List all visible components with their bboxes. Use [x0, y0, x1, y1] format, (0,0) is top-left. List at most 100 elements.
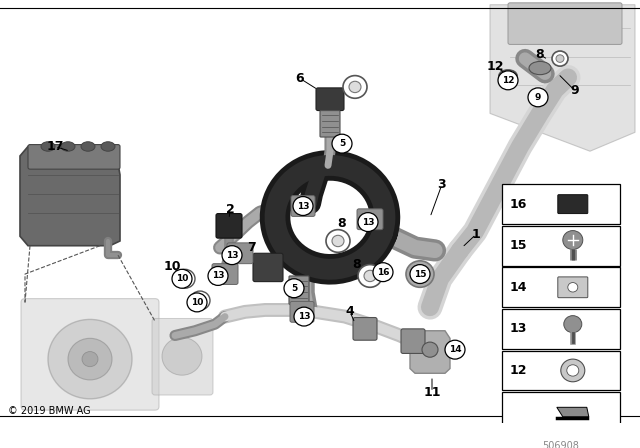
Text: 15: 15	[510, 239, 527, 252]
FancyBboxPatch shape	[401, 329, 425, 353]
Circle shape	[180, 274, 190, 284]
FancyBboxPatch shape	[216, 214, 242, 238]
Text: 12: 12	[502, 76, 515, 85]
Text: 9: 9	[535, 93, 541, 102]
Text: 12: 12	[510, 364, 527, 377]
FancyBboxPatch shape	[558, 195, 588, 214]
Text: © 2019 BMW AG: © 2019 BMW AG	[8, 406, 91, 416]
Ellipse shape	[41, 142, 55, 151]
Text: 14: 14	[449, 345, 461, 354]
FancyBboxPatch shape	[502, 351, 620, 390]
Circle shape	[326, 230, 350, 252]
Text: 16: 16	[510, 198, 527, 211]
Circle shape	[568, 283, 578, 292]
Text: 7: 7	[248, 241, 257, 254]
Text: 8: 8	[353, 258, 362, 271]
Circle shape	[563, 231, 583, 250]
Text: 16: 16	[377, 267, 389, 277]
FancyBboxPatch shape	[502, 267, 620, 307]
Text: 13: 13	[212, 271, 224, 280]
Circle shape	[412, 267, 428, 282]
Polygon shape	[410, 331, 450, 373]
Circle shape	[172, 269, 192, 288]
Text: 9: 9	[571, 84, 579, 97]
Text: 10: 10	[176, 274, 188, 283]
Circle shape	[410, 265, 430, 284]
Ellipse shape	[81, 142, 95, 151]
Circle shape	[162, 337, 202, 375]
FancyBboxPatch shape	[353, 318, 377, 340]
Text: 10: 10	[191, 298, 203, 307]
Text: 5: 5	[339, 139, 345, 148]
Circle shape	[358, 213, 378, 232]
FancyBboxPatch shape	[508, 3, 622, 44]
Circle shape	[561, 359, 585, 382]
Circle shape	[195, 296, 205, 305]
FancyBboxPatch shape	[152, 319, 213, 395]
Circle shape	[68, 338, 112, 380]
Text: 1: 1	[472, 228, 481, 241]
Text: 13: 13	[510, 323, 527, 336]
Text: 6: 6	[296, 72, 304, 85]
Ellipse shape	[503, 72, 513, 79]
Circle shape	[187, 293, 207, 312]
Circle shape	[175, 269, 195, 288]
Circle shape	[208, 267, 228, 285]
FancyBboxPatch shape	[289, 276, 309, 304]
Circle shape	[528, 88, 548, 107]
FancyBboxPatch shape	[502, 184, 620, 224]
Circle shape	[406, 261, 434, 287]
Ellipse shape	[499, 70, 517, 81]
Text: 5: 5	[291, 284, 297, 293]
Text: 11: 11	[423, 386, 441, 399]
Ellipse shape	[101, 142, 115, 151]
FancyBboxPatch shape	[227, 243, 253, 264]
Text: 8: 8	[536, 48, 544, 61]
FancyBboxPatch shape	[253, 253, 283, 282]
Circle shape	[343, 76, 367, 98]
FancyBboxPatch shape	[320, 111, 340, 137]
FancyBboxPatch shape	[502, 392, 620, 432]
Text: 3: 3	[438, 178, 446, 191]
Text: 13: 13	[362, 218, 374, 227]
Circle shape	[294, 307, 314, 326]
Circle shape	[82, 352, 98, 366]
Circle shape	[552, 51, 568, 66]
Circle shape	[190, 291, 210, 310]
Text: 17: 17	[46, 140, 64, 153]
Text: 13: 13	[298, 312, 310, 321]
FancyBboxPatch shape	[502, 309, 620, 349]
Text: 12: 12	[486, 60, 504, 73]
Text: 506908: 506908	[543, 441, 579, 448]
Ellipse shape	[61, 142, 75, 151]
Circle shape	[556, 55, 564, 62]
Circle shape	[284, 279, 304, 297]
Circle shape	[364, 270, 376, 282]
Text: 13: 13	[297, 202, 309, 211]
FancyBboxPatch shape	[290, 302, 314, 322]
Circle shape	[567, 365, 579, 376]
FancyBboxPatch shape	[21, 299, 159, 410]
FancyBboxPatch shape	[316, 88, 344, 111]
Circle shape	[422, 342, 438, 357]
Circle shape	[48, 319, 132, 399]
Polygon shape	[20, 146, 120, 246]
Circle shape	[222, 246, 242, 265]
FancyBboxPatch shape	[502, 226, 620, 266]
Text: 2: 2	[226, 203, 234, 216]
FancyBboxPatch shape	[28, 145, 120, 169]
Circle shape	[445, 340, 465, 359]
Ellipse shape	[529, 61, 551, 75]
Circle shape	[358, 265, 382, 287]
Circle shape	[332, 235, 344, 247]
Text: 8: 8	[338, 217, 346, 230]
Text: 10: 10	[163, 260, 180, 273]
Text: 4: 4	[346, 306, 355, 319]
Text: 15: 15	[413, 270, 426, 279]
Circle shape	[293, 197, 313, 215]
Circle shape	[498, 71, 518, 90]
Polygon shape	[557, 407, 589, 417]
FancyBboxPatch shape	[357, 209, 383, 230]
Circle shape	[373, 263, 393, 282]
Polygon shape	[490, 5, 635, 151]
